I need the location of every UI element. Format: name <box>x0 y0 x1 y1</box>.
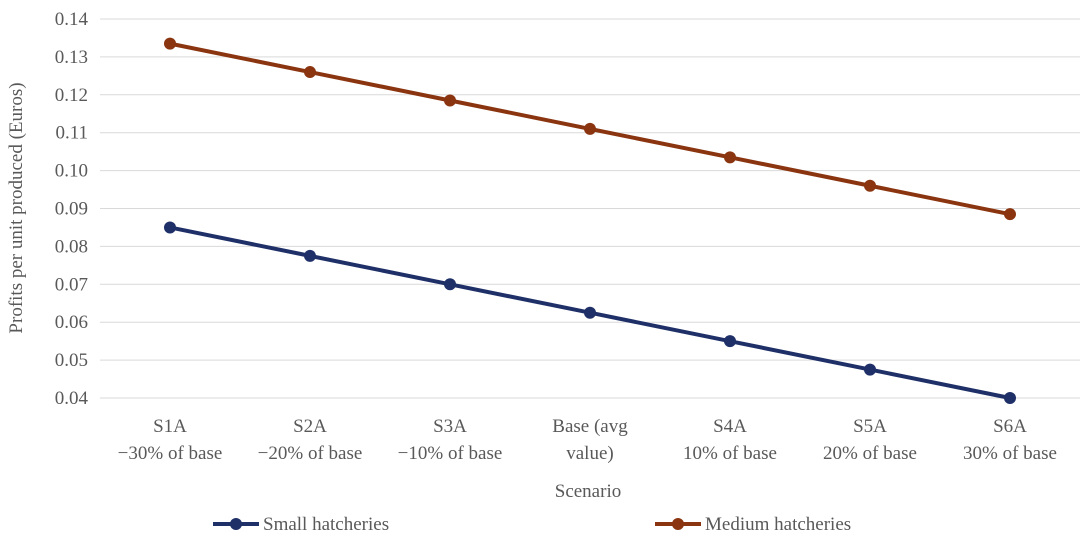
x-tick-label: value) <box>566 443 613 464</box>
legend: Small hatcheries Medium hatcheries <box>213 514 851 535</box>
data-point <box>164 37 176 50</box>
y-tick-label: 0.12 <box>55 85 88 106</box>
x-tick-label: −30% of base <box>118 443 223 464</box>
data-point <box>304 66 316 79</box>
data-point <box>864 363 876 376</box>
data-point <box>724 151 736 164</box>
data-point <box>864 179 876 192</box>
data-point <box>444 94 456 107</box>
x-tick-label: 20% of base <box>823 443 917 464</box>
y-tick-label: 0.10 <box>55 161 88 182</box>
data-point <box>584 306 596 319</box>
y-tick-label: 0.11 <box>55 123 88 144</box>
y-tick-label: 0.07 <box>55 274 88 295</box>
x-tick-label: S6A <box>993 416 1027 437</box>
legend-swatch-marker <box>672 518 684 530</box>
y-tick-label: 0.05 <box>55 350 88 371</box>
series-group <box>164 37 1016 404</box>
gridlines <box>100 18 1080 399</box>
x-tick-label: S1A <box>153 416 187 437</box>
x-tick-label: S3A <box>433 416 467 437</box>
legend-swatch-marker <box>230 518 242 530</box>
y-tick-label: 0.04 <box>55 388 89 409</box>
legend-label: Small hatcheries <box>263 514 389 535</box>
y-tick-label: 0.13 <box>55 47 88 68</box>
x-tick-label: 10% of base <box>683 443 777 464</box>
data-point <box>164 221 176 234</box>
data-point <box>724 335 736 348</box>
data-point <box>584 122 596 135</box>
x-axis-title: Scenario <box>555 481 621 502</box>
y-tick-label: 0.14 <box>55 9 89 30</box>
x-tick-label: −20% of base <box>258 443 363 464</box>
x-tick-label: Base (avg <box>552 416 628 437</box>
data-point <box>1004 392 1016 404</box>
x-tick-label: −10% of base <box>398 443 503 464</box>
y-axis-title: Profits per unit produced (Euros) <box>6 82 27 333</box>
x-tick-label: 30% of base <box>963 443 1057 464</box>
x-tick-label: S5A <box>853 416 887 437</box>
y-axis-ticks: 0.04 0.05 0.06 0.07 0.08 0.09 0.10 0.11 0.12 0.13… <box>55 9 89 409</box>
y-tick-label: 0.08 <box>55 236 88 257</box>
legend-label: Medium hatcheries <box>705 514 851 535</box>
y-tick-label: 0.09 <box>55 199 88 220</box>
data-point <box>304 249 316 262</box>
x-axis-ticks: S1A −30% of base S2A −20% of base S3A −10% of… <box>118 416 1057 464</box>
y-tick-label: 0.06 <box>55 312 88 333</box>
x-tick-label: S4A <box>713 416 747 437</box>
data-point <box>1004 208 1016 221</box>
x-tick-label: S2A <box>293 416 327 437</box>
data-point <box>444 278 456 291</box>
